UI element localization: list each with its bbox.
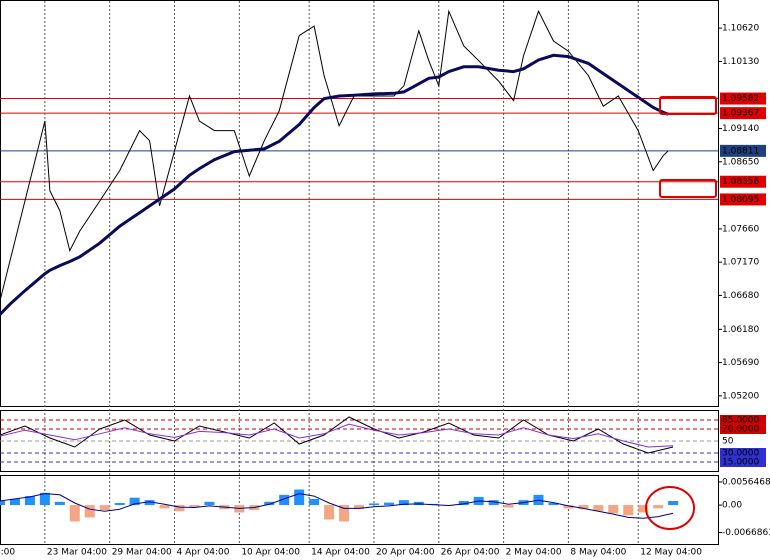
histogram-bar — [653, 505, 664, 509]
level-label: 1.09582 — [722, 94, 759, 104]
histogram-bar — [24, 496, 35, 506]
histogram-bar — [488, 500, 499, 506]
histogram-bar — [503, 505, 514, 508]
annotation-box — [659, 179, 717, 198]
series-line — [0, 423, 674, 448]
histogram-bar — [324, 505, 335, 520]
level-label: 1.09367 — [722, 109, 759, 119]
level-label-box — [720, 92, 766, 105]
x-tick-label: 29 Mar 04:00 — [112, 548, 172, 558]
annotation-box — [659, 96, 717, 115]
x-tick-label: 2 May 04:00 — [506, 548, 562, 558]
y-tick-label: 1.05690 — [722, 358, 759, 368]
level-label: 1.08811 — [722, 146, 759, 156]
annotation-circle — [645, 486, 695, 530]
y-tick-label: 1.07660 — [722, 224, 759, 234]
histogram-bar — [563, 505, 574, 509]
histogram-bar — [578, 505, 589, 510]
histogram-bar — [189, 505, 200, 508]
y-tick-label: 70.0000 — [722, 425, 759, 435]
histogram-bar — [9, 498, 20, 506]
macd-panel — [0, 475, 719, 545]
histogram-bar — [368, 503, 379, 506]
histogram-bar — [204, 501, 215, 506]
level-label-box — [720, 107, 766, 120]
histogram-bar — [0, 500, 5, 506]
histogram-bar — [279, 494, 290, 506]
tick-label-box — [720, 457, 766, 467]
y-tick-label: 1.10130 — [722, 57, 759, 67]
histogram-bar — [159, 505, 170, 509]
x-tick-label: 20 Apr 04:00 — [376, 548, 435, 558]
histogram-bar — [309, 498, 320, 506]
histogram-bar — [668, 500, 679, 506]
histogram-bar — [294, 489, 305, 506]
level-label-box — [720, 144, 766, 157]
x-tick-label: 23 Mar 04:00 — [47, 548, 107, 558]
x-tick-label: 4 Apr 04:00 — [177, 548, 230, 558]
histogram-bar — [144, 500, 155, 506]
price-panel — [0, 0, 719, 407]
histogram-bar — [608, 505, 619, 514]
x-tick-label: 8 May 04:00 — [570, 548, 626, 558]
series-line — [0, 493, 674, 519]
level-label: 1.08356 — [722, 177, 759, 187]
histogram-bar — [638, 505, 649, 513]
histogram-bar — [264, 501, 275, 506]
y-tick-label: 0.00 — [722, 501, 742, 511]
y-tick-label: 30.0000 — [722, 449, 759, 459]
series-line — [0, 9, 669, 301]
y-tick-label: 1.10620 — [722, 24, 759, 34]
x-tick-label: 26 Apr 04:00 — [441, 548, 500, 558]
y-tick-label: -0.0066863 — [722, 528, 770, 538]
y-tick-label: 1.07170 — [722, 258, 759, 268]
x-tick-label: 10 Apr 04:00 — [241, 548, 300, 558]
tick-label-box — [720, 415, 766, 425]
x-tick-label: 14 Apr 04:00 — [311, 548, 370, 558]
histogram-bar — [339, 505, 350, 522]
y-tick-label: 1.09140 — [722, 124, 759, 134]
tick-label-box — [720, 424, 766, 434]
histogram-bar — [458, 500, 469, 506]
y-tick-label: 15.0000 — [722, 458, 759, 468]
y-tick-label: 1.06180 — [722, 325, 759, 335]
tick-label-box — [720, 448, 766, 458]
y-tick-label: 50 — [722, 437, 734, 447]
y-tick-label: 85.0000 — [722, 416, 759, 426]
histogram-bar — [39, 492, 50, 506]
y-tick-label: 1.08650 — [722, 157, 759, 167]
histogram-bar — [174, 505, 185, 512]
y-tick-label: 1.06680 — [722, 291, 759, 301]
histogram-bar — [398, 500, 409, 506]
histogram-bar — [354, 505, 364, 510]
histogram-bar — [114, 503, 125, 506]
histogram-bar — [69, 505, 80, 522]
series-line — [0, 53, 669, 316]
histogram-bar — [593, 505, 604, 512]
level-label-box — [720, 175, 766, 188]
x-tick-label: ar 04:00 — [0, 548, 15, 558]
y-tick-label: 0.0056468 — [722, 477, 770, 487]
histogram-bar — [623, 505, 634, 516]
level-label-box — [720, 193, 766, 206]
histogram-bar — [548, 503, 559, 506]
annotations — [645, 96, 717, 530]
y-tick-label: 1.05200 — [722, 391, 759, 401]
histogram-bar — [383, 502, 394, 506]
series-line — [0, 416, 674, 454]
x-tick-label: 12 May 04:00 — [640, 548, 702, 558]
histogram-bar — [129, 497, 140, 506]
histogram-bar — [99, 505, 110, 510]
histogram-bar — [84, 505, 95, 518]
level-label: 1.08095 — [722, 195, 759, 205]
histogram-bar — [54, 501, 65, 506]
